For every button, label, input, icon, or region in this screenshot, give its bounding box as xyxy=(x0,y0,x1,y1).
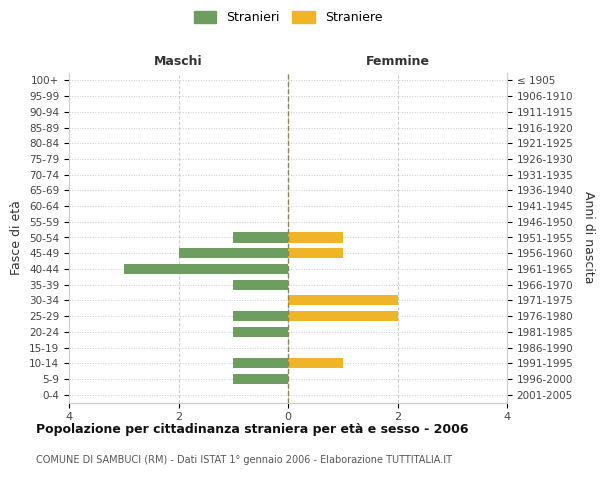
Bar xyxy=(233,358,288,368)
Y-axis label: Anni di nascita: Anni di nascita xyxy=(582,191,595,284)
Y-axis label: Fasce di età: Fasce di età xyxy=(10,200,23,275)
Bar xyxy=(233,311,288,321)
Legend: Stranieri, Straniere: Stranieri, Straniere xyxy=(189,6,387,29)
Bar xyxy=(179,248,288,258)
Text: Femmine: Femmine xyxy=(365,55,430,68)
Bar xyxy=(288,295,398,306)
Text: Popolazione per cittadinanza straniera per età e sesso - 2006: Popolazione per cittadinanza straniera p… xyxy=(36,422,469,436)
Bar xyxy=(233,326,288,337)
Bar xyxy=(288,311,398,321)
Bar xyxy=(124,264,288,274)
Bar xyxy=(288,248,343,258)
Bar xyxy=(288,232,343,242)
Bar xyxy=(288,358,343,368)
Bar xyxy=(233,374,288,384)
Text: COMUNE DI SAMBUCI (RM) - Dati ISTAT 1° gennaio 2006 - Elaborazione TUTTITALIA.IT: COMUNE DI SAMBUCI (RM) - Dati ISTAT 1° g… xyxy=(36,455,452,465)
Bar xyxy=(233,232,288,242)
Text: Maschi: Maschi xyxy=(154,55,203,68)
Bar xyxy=(233,280,288,290)
